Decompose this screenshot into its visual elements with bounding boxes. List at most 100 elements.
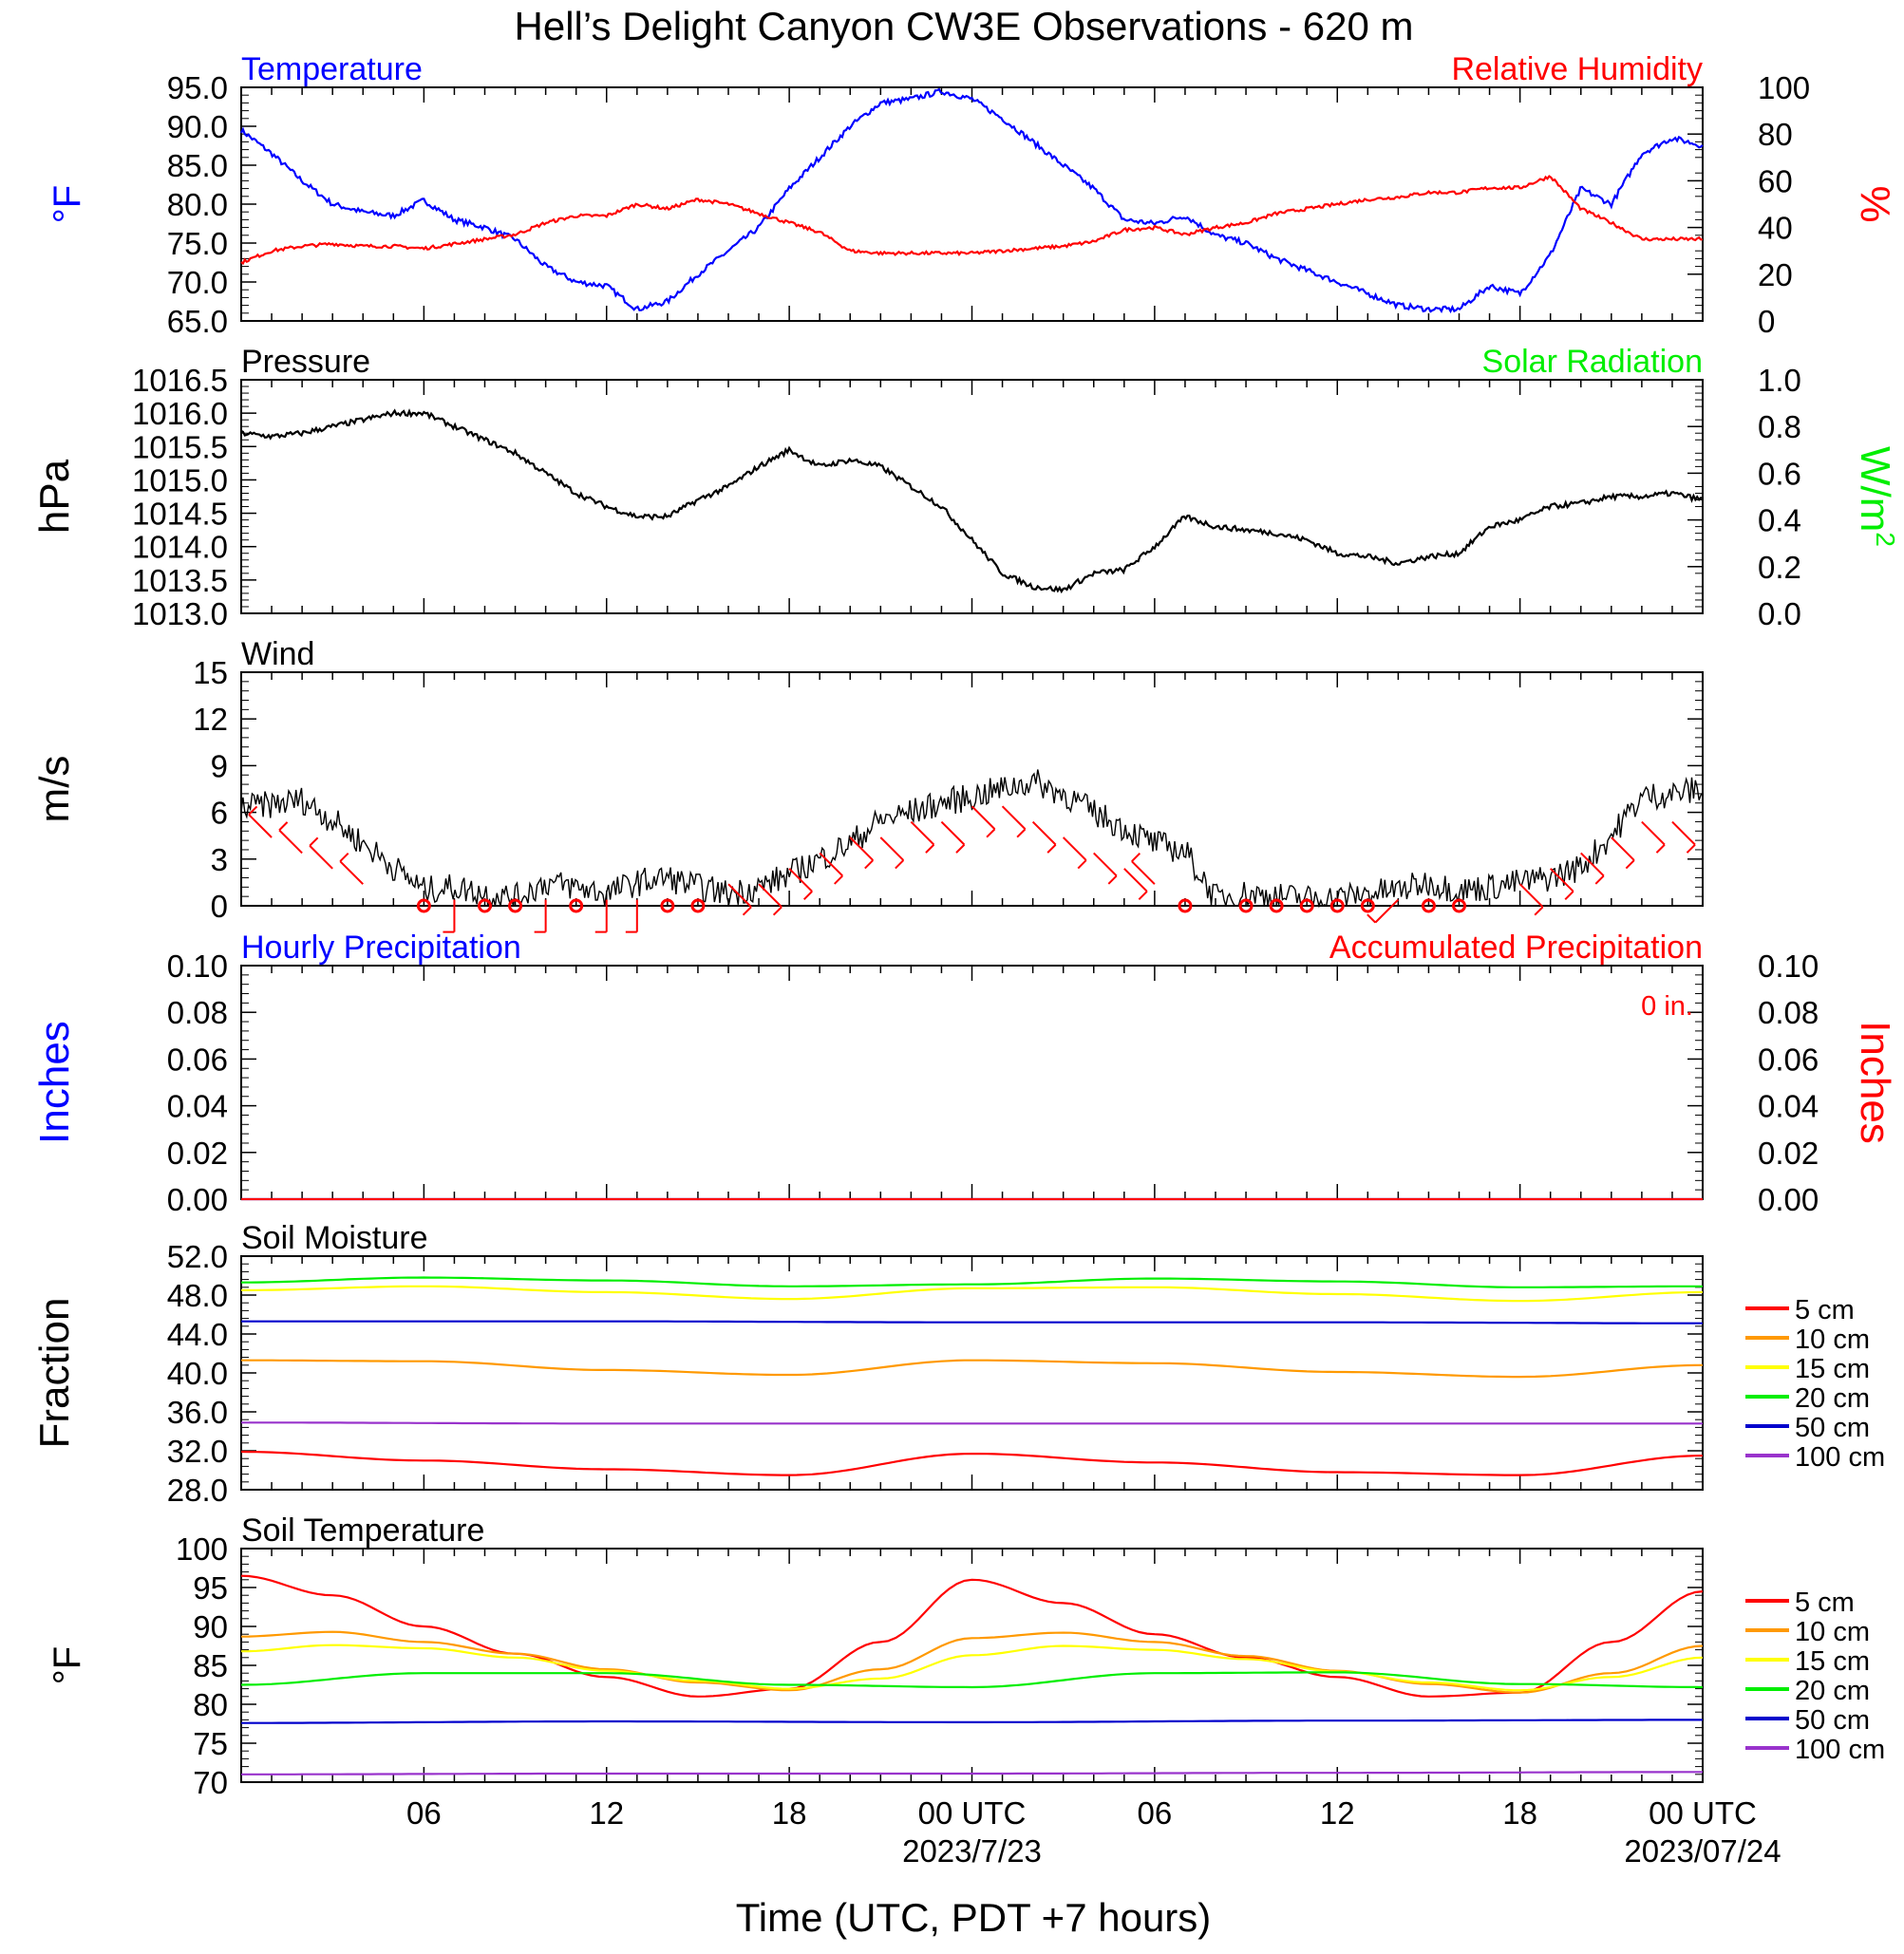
wind-barb-flag bbox=[802, 891, 813, 901]
wind-barb-flag bbox=[1564, 891, 1574, 901]
x-tick-label: 18 bbox=[1502, 1795, 1537, 1831]
plot-frame bbox=[240, 379, 1704, 614]
wind-barb-calm bbox=[690, 898, 706, 913]
y-tick-label-left: 1015.5 bbox=[132, 429, 228, 464]
plot-frame bbox=[240, 1548, 1704, 1783]
y-tick-label-right: 100 bbox=[1758, 70, 1810, 105]
y-tick-label-left: 85 bbox=[193, 1648, 228, 1683]
y-tick-label-right: 0 bbox=[1758, 304, 1775, 339]
wind-barb-calm bbox=[1269, 898, 1284, 913]
y-tick-label-left: 3 bbox=[211, 842, 228, 877]
y-tick-label-left: 90.0 bbox=[167, 109, 228, 144]
wind-barb bbox=[1001, 805, 1027, 830]
wind-barb-calm bbox=[508, 898, 523, 913]
legend-entry: 10 cm bbox=[1795, 1617, 1870, 1647]
wind-barb bbox=[1641, 820, 1666, 846]
wind-barb bbox=[1123, 868, 1148, 892]
y-axis-label-right: W/m2 bbox=[1852, 446, 1900, 547]
wind-barb bbox=[248, 814, 273, 838]
wind-barb bbox=[819, 852, 843, 877]
panel-title-left: Hourly Precipitation bbox=[241, 930, 521, 966]
y-tick-label-right: 1.0 bbox=[1758, 363, 1801, 398]
wind-barb bbox=[278, 829, 303, 855]
x-tick-label: 06 bbox=[1138, 1795, 1173, 1831]
wind-barb bbox=[879, 836, 905, 861]
x-tick-label: 00 UTC bbox=[1649, 1795, 1757, 1831]
wind-barb-calm bbox=[1360, 898, 1375, 913]
y-tick-label-left: 70.0 bbox=[167, 265, 228, 300]
y-tick-label-right: 80 bbox=[1758, 117, 1793, 152]
y-tick-label-right: 0.6 bbox=[1758, 456, 1801, 491]
wind-barb bbox=[971, 805, 996, 830]
wind-barb bbox=[758, 883, 782, 908]
y-axis-label-superscript: 2 bbox=[1871, 532, 1900, 547]
wind-barb bbox=[1611, 836, 1635, 861]
wind-barb bbox=[309, 845, 333, 870]
y-tick-label-left: 90 bbox=[193, 1609, 228, 1644]
panel-temp_rh: 65.0 70.0 75.0 80.0 85.0 90.0 95.0 0 20 40 60 80 100… bbox=[47, 51, 1898, 339]
y-tick-label-left: 0.02 bbox=[167, 1136, 228, 1171]
wind-barb-flag bbox=[309, 836, 319, 847]
series-line-50-cm bbox=[241, 1719, 1703, 1724]
y-axis-label-left: °F bbox=[47, 1646, 88, 1684]
y-axis-label-left: hPa bbox=[31, 459, 78, 534]
y-tick-label-left: 28.0 bbox=[167, 1473, 228, 1508]
y-tick-label-right: 20 bbox=[1758, 257, 1793, 292]
y-tick-label-left: 1014.5 bbox=[132, 497, 228, 532]
y-tick-label-left: 52.0 bbox=[167, 1239, 228, 1274]
x-tick-label: 00 UTC bbox=[918, 1795, 1027, 1831]
wind-barb-flag bbox=[772, 906, 782, 916]
wind-barb bbox=[1549, 868, 1574, 892]
page-title: Hell’s Delight Canyon CW3E Observations … bbox=[515, 4, 1414, 48]
series-line-wind-speed bbox=[240, 769, 1704, 909]
y-tick-label-left: 0 bbox=[211, 889, 228, 924]
wind-barb bbox=[1031, 820, 1057, 846]
y-tick-label-left: 1016.5 bbox=[132, 363, 228, 398]
wind-barb-calm bbox=[1178, 898, 1193, 913]
legend-entry: 100 cm bbox=[1795, 1735, 1885, 1765]
panel-title-right: Solar Radiation bbox=[1482, 344, 1703, 380]
wind-barb bbox=[849, 836, 874, 861]
wind-barb-calm bbox=[1299, 898, 1314, 913]
date-label: 2023/7/23 bbox=[902, 1833, 1042, 1869]
legend-entry: 50 cm bbox=[1795, 1705, 1870, 1736]
y-tick-label-left: 1013.0 bbox=[132, 596, 228, 631]
wind-barb bbox=[1580, 852, 1605, 877]
wind-barb bbox=[1671, 820, 1696, 846]
y-tick-label-right: 0.02 bbox=[1758, 1136, 1819, 1171]
y-tick-label-right: 0.00 bbox=[1758, 1182, 1819, 1217]
wind-barb bbox=[727, 883, 752, 908]
series-line-5-cm bbox=[240, 1450, 1704, 1476]
series-line-20-cm bbox=[240, 1671, 1704, 1689]
wind-barb-calm bbox=[1452, 898, 1466, 913]
y-tick-label-left: 1015.0 bbox=[132, 462, 228, 498]
series-line-20-cm bbox=[241, 1276, 1703, 1288]
wind-barb-flag bbox=[1046, 843, 1057, 854]
series-line-15-cm bbox=[241, 1285, 1704, 1303]
plot-frame bbox=[240, 671, 1704, 907]
legend-entry: 5 cm bbox=[1795, 1295, 1855, 1325]
panel-title-right: Relative Humidity bbox=[1451, 51, 1703, 87]
x-tick-label: 12 bbox=[589, 1795, 624, 1831]
y-axis-label-right-text: Inches bbox=[1852, 1021, 1898, 1144]
plot-frame bbox=[240, 86, 1704, 322]
series-line-100-cm bbox=[241, 1421, 1703, 1425]
y-axis-label-right-text: % bbox=[1852, 185, 1898, 222]
wind-barb bbox=[788, 868, 813, 892]
series-line-100-cm bbox=[241, 1771, 1703, 1776]
y-tick-label-right: 0.08 bbox=[1758, 995, 1819, 1030]
wind-barb-flag bbox=[339, 852, 349, 862]
y-tick-label-left: 75 bbox=[193, 1726, 228, 1761]
wind-barb-flag bbox=[834, 874, 843, 885]
y-tick-label-left: 80.0 bbox=[167, 187, 228, 222]
wind-barb bbox=[339, 860, 364, 885]
y-axis-label-left: °F bbox=[47, 185, 88, 223]
panel-wind: 0 3 6 9 12 15 Wind m/s bbox=[31, 636, 1704, 933]
x-tick-label: 06 bbox=[406, 1795, 442, 1831]
wind-barb-calm bbox=[569, 898, 584, 913]
wind-barb-flag bbox=[1107, 874, 1118, 885]
y-tick-label-left: 36.0 bbox=[167, 1395, 228, 1430]
y-tick-label-left: 12 bbox=[193, 702, 228, 737]
wind-barb bbox=[1131, 860, 1156, 885]
